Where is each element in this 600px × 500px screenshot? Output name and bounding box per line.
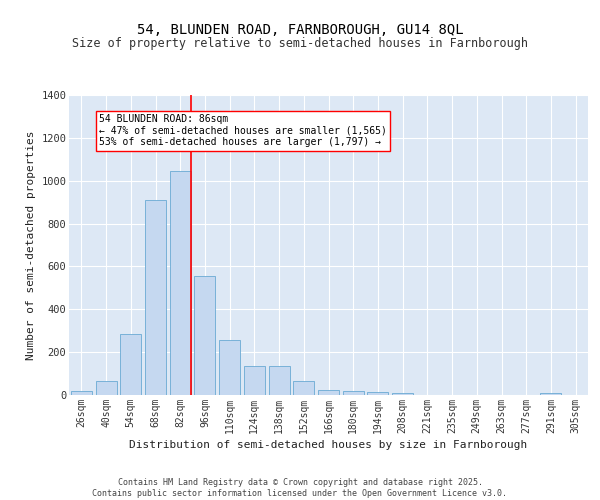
Bar: [71, 390, 92, 395]
X-axis label: Distribution of semi-detached houses by size in Farnborough: Distribution of semi-detached houses by …: [130, 440, 527, 450]
Text: 54 BLUNDEN ROAD: 86sqm
← 47% of semi-detached houses are smaller (1,565)
53% of : 54 BLUNDEN ROAD: 86sqm ← 47% of semi-det…: [99, 114, 387, 148]
Bar: [219, 340, 240, 395]
Y-axis label: Number of semi-detached properties: Number of semi-detached properties: [26, 130, 35, 360]
Bar: [318, 390, 339, 395]
Text: 54, BLUNDEN ROAD, FARNBOROUGH, GU14 8QL: 54, BLUNDEN ROAD, FARNBOROUGH, GU14 8QL: [137, 22, 463, 36]
Text: Size of property relative to semi-detached houses in Farnborough: Size of property relative to semi-detach…: [72, 38, 528, 51]
Bar: [293, 381, 314, 395]
Bar: [392, 393, 413, 395]
Bar: [95, 381, 116, 395]
Bar: [120, 334, 141, 395]
Bar: [194, 276, 215, 395]
Bar: [367, 392, 388, 395]
Bar: [343, 390, 364, 395]
Text: Contains HM Land Registry data © Crown copyright and database right 2025.
Contai: Contains HM Land Registry data © Crown c…: [92, 478, 508, 498]
Bar: [170, 171, 191, 395]
Bar: [541, 393, 562, 395]
Bar: [244, 366, 265, 395]
Bar: [145, 200, 166, 395]
Bar: [269, 366, 290, 395]
